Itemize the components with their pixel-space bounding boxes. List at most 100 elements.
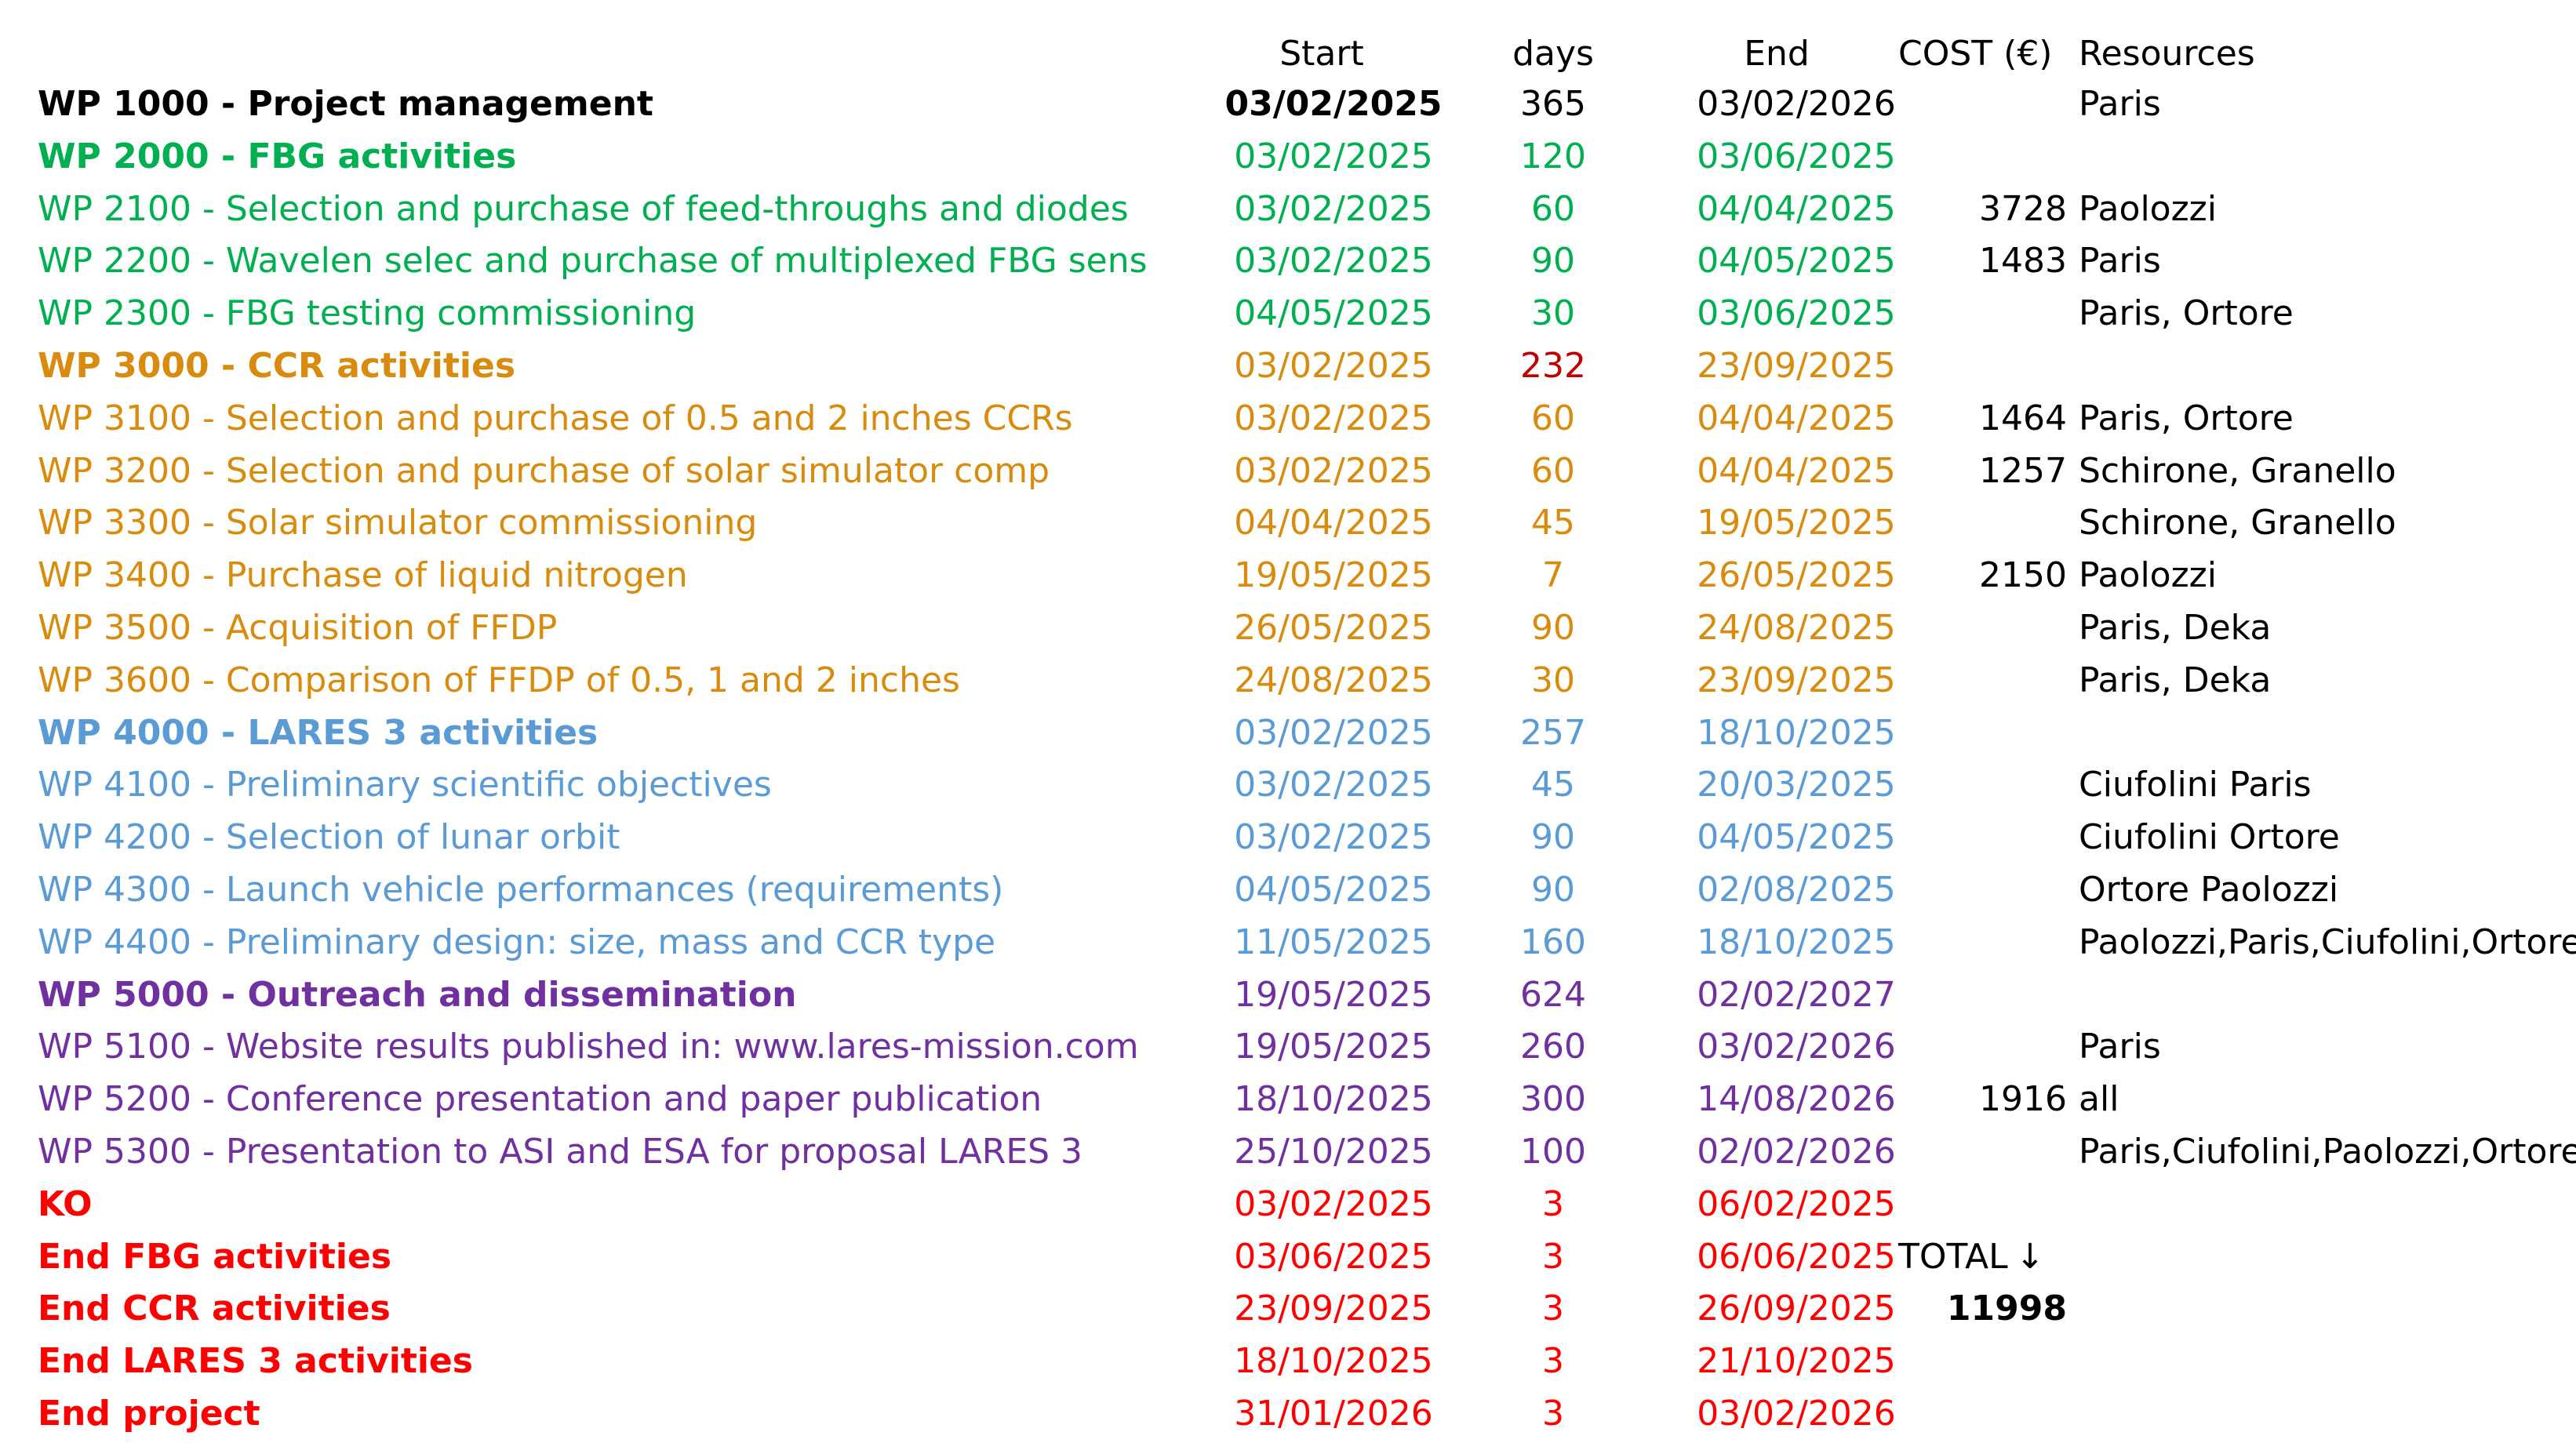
resources-cell: Paris, Deka bbox=[2079, 608, 2272, 648]
task-name: End FBG activities bbox=[38, 1236, 392, 1277]
header-days: days bbox=[1512, 34, 1594, 74]
duration-days: 60 bbox=[1531, 398, 1575, 438]
resources-cell: Paris, Ortore bbox=[2079, 398, 2294, 438]
table-row: WP 2200 - Wavelen selec and purchase of … bbox=[0, 235, 2576, 287]
table-row: WP 3600 - Comparison of FFDP of 0.5, 1 a… bbox=[0, 655, 2576, 707]
duration-days: 7 bbox=[1542, 555, 1564, 596]
end-date: 03/06/2025 bbox=[1697, 293, 1896, 334]
cost-value: 1483 bbox=[1979, 241, 2067, 282]
duration-days: 90 bbox=[1531, 241, 1575, 282]
task-name: WP 4300 - Launch vehicle performances (r… bbox=[38, 870, 1004, 910]
cost-value bbox=[1883, 917, 2067, 969]
duration-days: 300 bbox=[1520, 1079, 1586, 1120]
start-date: 04/05/2025 bbox=[1234, 293, 1433, 334]
resources-cell: Paris,Ciufolini,Paolozzi,Ortore bbox=[2079, 1132, 2576, 1172]
end-date: 03/02/2026 bbox=[1697, 1027, 1896, 1067]
task-name: WP 3300 - Solar simulator commissioning bbox=[38, 503, 758, 543]
duration-days: 257 bbox=[1520, 712, 1586, 753]
start-date: 03/02/2025 bbox=[1224, 84, 1443, 124]
end-date: 21/10/2025 bbox=[1697, 1341, 1896, 1382]
header-start: Start bbox=[1279, 34, 1364, 74]
start-date: 03/02/2025 bbox=[1234, 241, 1433, 282]
cost-value bbox=[1883, 655, 2067, 707]
task-name: WP 4000 - LARES 3 activities bbox=[38, 712, 599, 753]
duration-days: 3 bbox=[1542, 1289, 1564, 1329]
start-date: 03/02/2025 bbox=[1234, 1183, 1433, 1224]
task-name: WP 2000 - FBG activities bbox=[38, 136, 517, 176]
end-date: 02/08/2025 bbox=[1697, 870, 1896, 910]
cost-value bbox=[1883, 497, 2067, 549]
end-date: 18/10/2025 bbox=[1697, 712, 1896, 753]
resources-cell: Paolozzi bbox=[2079, 555, 2217, 596]
cost-value bbox=[1883, 1179, 2067, 1230]
resources-cell: Ciufolini Ortore bbox=[2079, 817, 2340, 858]
end-date: 03/02/2026 bbox=[1697, 84, 1896, 124]
start-date: 11/05/2025 bbox=[1234, 921, 1433, 962]
resources-cell: Paris bbox=[2079, 241, 2161, 282]
end-date: 26/05/2025 bbox=[1697, 555, 1896, 596]
end-date: 04/05/2025 bbox=[1697, 817, 1896, 858]
total-label: TOTAL ↓ bbox=[1898, 1231, 2087, 1283]
task-name: WP 5000 - Outreach and dissemination bbox=[38, 974, 797, 1015]
duration-days: 45 bbox=[1531, 503, 1575, 543]
start-date: 18/10/2025 bbox=[1234, 1079, 1433, 1120]
start-date: 03/02/2025 bbox=[1234, 136, 1433, 176]
table-row: End CCR activities 23/09/2025 3 26/09/2025 bbox=[0, 1283, 2576, 1335]
start-date: 03/02/2025 bbox=[1234, 765, 1433, 805]
start-date: 04/05/2025 bbox=[1234, 870, 1433, 910]
task-name: KO bbox=[38, 1183, 93, 1224]
start-date: 23/09/2025 bbox=[1234, 1289, 1433, 1329]
end-date: 02/02/2027 bbox=[1697, 974, 1896, 1015]
task-name: WP 5100 - Website results published in: … bbox=[38, 1027, 1139, 1067]
resources-cell: Ciufolini Paris bbox=[2079, 765, 2312, 805]
end-date: 04/04/2025 bbox=[1697, 450, 1896, 491]
table-row: WP 3500 - Acquisition of FFDP 26/05/2025 9… bbox=[0, 602, 2576, 654]
cost-value bbox=[1883, 1126, 2067, 1178]
duration-days: 60 bbox=[1531, 450, 1575, 491]
duration-days: 45 bbox=[1531, 765, 1575, 805]
task-name: WP 3000 - CCR activities bbox=[38, 346, 516, 386]
table-row: WP 2100 - Selection and purchase of feed… bbox=[0, 184, 2576, 235]
resources-cell: Schirone, Granello bbox=[2079, 450, 2396, 491]
duration-days: 120 bbox=[1520, 136, 1586, 176]
table-row: WP 5000 - Outreach and dissemination 19/0… bbox=[0, 969, 2576, 1021]
task-name: WP 2300 - FBG testing commissioning bbox=[38, 293, 697, 334]
start-date: 25/10/2025 bbox=[1234, 1132, 1433, 1172]
start-date: 03/06/2025 bbox=[1234, 1236, 1433, 1277]
cost-value bbox=[1883, 78, 2067, 130]
header-row: Start days End COST (€) Resources bbox=[0, 28, 2576, 80]
resources-cell: Paolozzi bbox=[2079, 188, 2217, 229]
cost-value bbox=[1883, 1388, 2067, 1440]
end-date: 23/09/2025 bbox=[1697, 660, 1896, 700]
total-label-row: TOTAL ↓ bbox=[0, 1231, 2576, 1283]
cost-value bbox=[1883, 812, 2067, 863]
table-row: WP 4300 - Launch vehicle performances (r… bbox=[0, 864, 2576, 916]
table-row: KO 03/02/2025 3 06/02/2025 bbox=[0, 1179, 2576, 1230]
resources-cell: Paris, Deka bbox=[2079, 660, 2272, 700]
task-name: WP 3500 - Acquisition of FFDP bbox=[38, 608, 558, 648]
header-resources: Resources bbox=[2079, 34, 2255, 74]
cost-value bbox=[1883, 602, 2067, 654]
start-date: 24/08/2025 bbox=[1234, 660, 1433, 700]
header-cost: COST (€) bbox=[1898, 34, 2053, 74]
table-row: WP 3100 - Selection and purchase of 0.5 … bbox=[0, 393, 2576, 445]
task-name: WP 4400 - Preliminary design: size, mass… bbox=[38, 921, 996, 962]
resources-cell: Paolozzi,Paris,Ciufolini,Ortore bbox=[2079, 921, 2576, 962]
down-arrow-icon: ↓ bbox=[2015, 1236, 2045, 1277]
start-date: 19/05/2025 bbox=[1234, 555, 1433, 596]
start-date: 04/04/2025 bbox=[1234, 503, 1433, 543]
header-end: End bbox=[1744, 34, 1810, 74]
table-row: WP 4000 - LARES 3 activities 03/02/2025 25… bbox=[0, 707, 2576, 759]
end-date: 26/09/2025 bbox=[1697, 1289, 1896, 1329]
duration-days: 30 bbox=[1531, 660, 1575, 700]
table-row: WP 1000 - Project management 03/02/2025 36… bbox=[0, 78, 2576, 130]
table-row: WP 3000 - CCR activities 03/02/2025 232 23/… bbox=[0, 340, 2576, 392]
end-date: 18/10/2025 bbox=[1697, 921, 1896, 962]
task-name: WP 3600 - Comparison of FFDP of 0.5, 1 a… bbox=[38, 660, 960, 700]
resources-cell: all bbox=[2079, 1079, 2119, 1120]
cost-value bbox=[1883, 969, 2067, 1021]
task-name: End CCR activities bbox=[38, 1289, 391, 1329]
cost-value bbox=[1883, 707, 2067, 759]
duration-days: 3 bbox=[1542, 1236, 1564, 1277]
task-name: WP 1000 - Project management bbox=[38, 84, 653, 124]
